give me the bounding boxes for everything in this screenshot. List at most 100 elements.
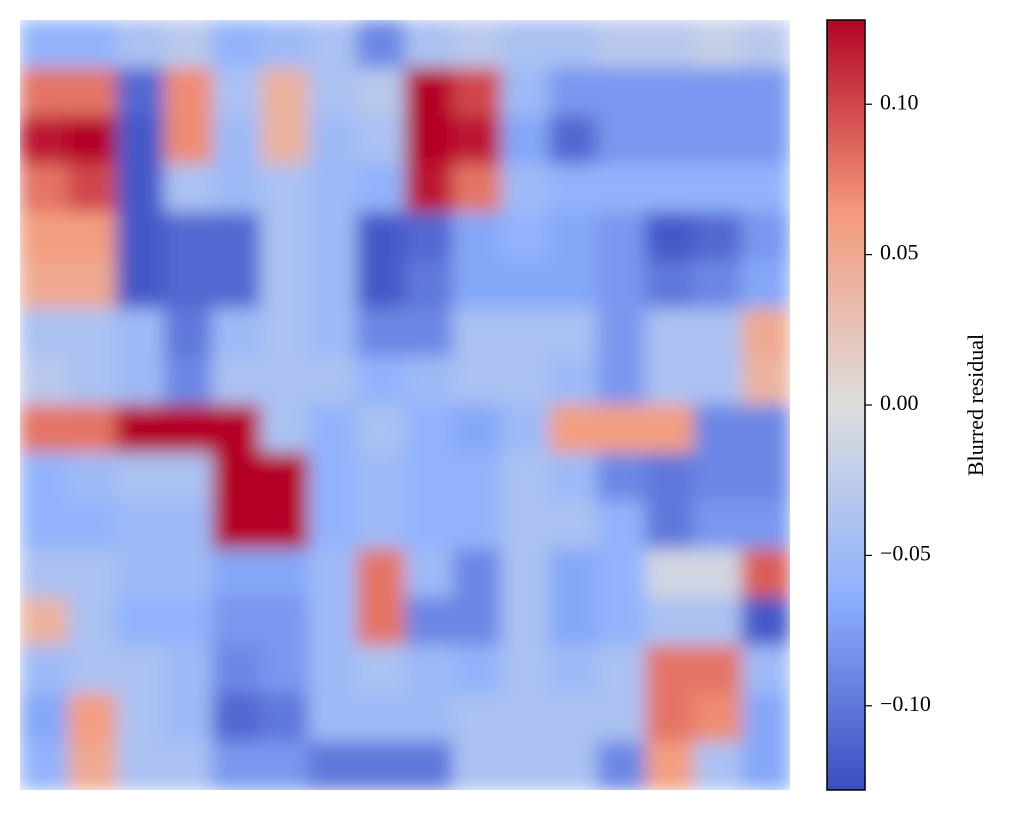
heatmap-cell [163,693,213,743]
heatmap-cell [212,597,262,647]
heatmap-cell [500,693,550,743]
heatmap-cell [67,645,117,695]
heatmap-cell [260,548,310,598]
heatmap-cell [645,20,695,69]
heatmap-cell [597,548,647,598]
heatmap-cell [260,693,310,743]
heatmap-cell [308,260,358,310]
heatmap-cell [693,212,743,262]
heatmap-cell [308,212,358,262]
heatmap-cell [115,404,165,454]
heatmap-cell [500,404,550,454]
heatmap-cell [20,404,69,454]
heatmap-cell [308,645,358,695]
heatmap-cell [308,741,358,790]
heatmap-cell [548,645,598,695]
colorbar-tick-label: 0.05 [880,240,919,265]
heatmap-cell [356,500,406,550]
heatmap-cell [500,308,550,358]
heatmap-cell [404,260,454,310]
heatmap-cell [67,500,117,550]
heatmap-cell [115,452,165,502]
heatmap-cell [548,163,598,213]
heatmap-cell [20,260,69,310]
heatmap-cell [452,741,502,790]
heatmap-cell [308,500,358,550]
heatmap-cell [741,260,790,310]
heatmap-cell [404,548,454,598]
heatmap-cell [260,260,310,310]
heatmap-cell [452,500,502,550]
heatmap-cell [741,163,790,213]
heatmap-cell [356,67,406,117]
heatmap-cell [500,452,550,502]
heatmap-cell [212,212,262,262]
heatmap-cell [404,356,454,406]
heatmap-cell [212,20,262,69]
heatmap-cell [645,212,695,262]
heatmap-cell [212,452,262,502]
heatmap-cell [356,20,406,69]
heatmap-cell [645,741,695,790]
heatmap-cell [693,308,743,358]
heatmap-cell [115,67,165,117]
heatmap-cell [212,645,262,695]
heatmap-cell [645,67,695,117]
heatmap-cell [20,693,69,743]
heatmap-cell [163,260,213,310]
heatmap-cell [356,356,406,406]
heatmap-cell [260,67,310,117]
heatmap-cell [500,163,550,213]
heatmap-cell [693,163,743,213]
heatmap-cell [597,404,647,454]
heatmap-cell [308,548,358,598]
heatmap-cell [452,20,502,69]
heatmap-cell [115,20,165,69]
heatmap-cell [548,356,598,406]
heatmap-cell [452,693,502,743]
heatmap-cell [212,115,262,165]
heatmap-cell [115,163,165,213]
heatmap-cell [452,452,502,502]
heatmap-cell [404,404,454,454]
heatmap-cell [212,356,262,406]
heatmap-cell [356,308,406,358]
heatmap-cell [597,115,647,165]
heatmap-cell [308,67,358,117]
heatmap-cell [163,452,213,502]
heatmap-cell [260,356,310,406]
heatmap-cell [163,500,213,550]
heatmap-cell [645,260,695,310]
heatmap-cell [20,452,69,502]
colorbar [826,19,866,791]
heatmap-cell [500,500,550,550]
heatmap-cell [67,548,117,598]
heatmap-cell [645,356,695,406]
heatmap-cell [452,548,502,598]
heatmap-cell [356,212,406,262]
heatmap-cell [500,356,550,406]
heatmap-cell [67,20,117,69]
heatmap-cell [67,356,117,406]
heatmap-cell [163,20,213,69]
heatmap-cell [20,741,69,790]
heatmap-cell [404,67,454,117]
heatmap-cell [404,308,454,358]
heatmap-cell [260,645,310,695]
heatmap-cell [548,67,598,117]
heatmap-cell [693,548,743,598]
heatmap-cell [693,452,743,502]
heatmap-cell [67,308,117,358]
heatmap-cell [260,741,310,790]
heatmap-cell [356,693,406,743]
heatmap-cell [597,67,647,117]
heatmap-cell [163,548,213,598]
heatmap-cell [645,115,695,165]
heatmap-cell [548,260,598,310]
heatmap-cell [548,548,598,598]
heatmap-cell [693,20,743,69]
heatmap-cell [212,308,262,358]
heatmap-cell [693,693,743,743]
heatmap-cell [548,452,598,502]
